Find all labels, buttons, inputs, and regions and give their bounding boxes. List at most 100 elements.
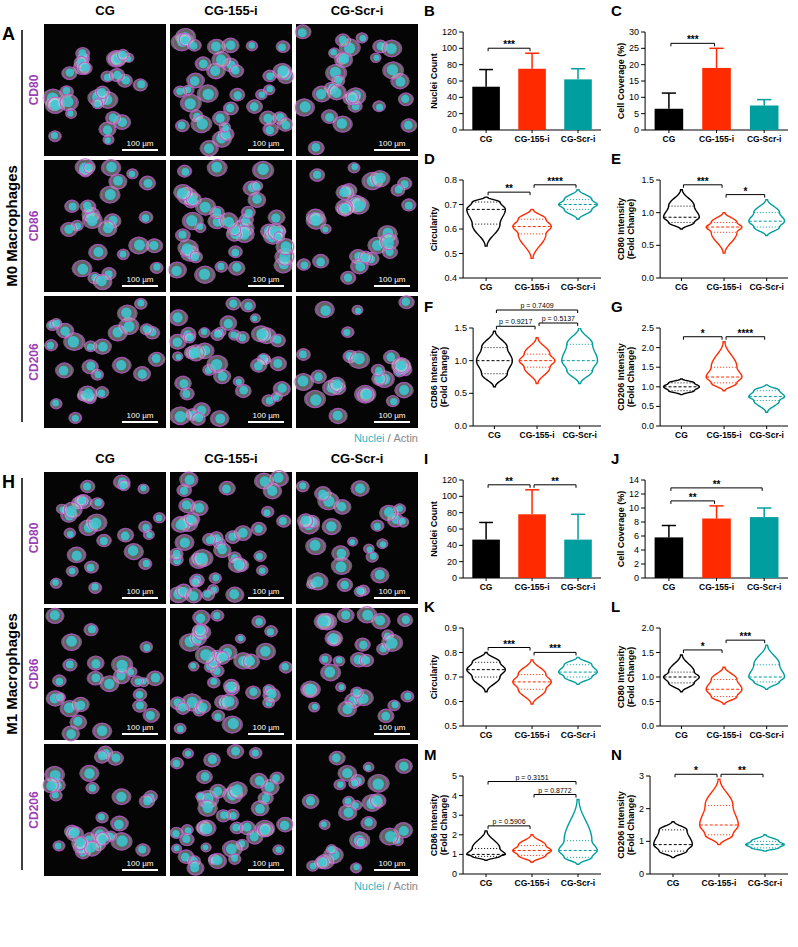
cell-actin xyxy=(314,613,335,630)
cell-marker xyxy=(84,212,100,228)
cell-marker xyxy=(154,513,164,523)
cell-actin xyxy=(130,676,144,687)
cell-marker xyxy=(203,589,214,600)
column-header: CG xyxy=(95,451,115,466)
violin-median xyxy=(467,209,506,210)
cell-marker xyxy=(184,333,194,343)
axis-title-line: CD80 Intensity xyxy=(616,198,626,261)
cell-actin xyxy=(174,723,187,734)
violin-quartile xyxy=(567,344,593,345)
cell-actin xyxy=(326,845,338,855)
cell-marker xyxy=(231,88,244,101)
cell-actin xyxy=(245,686,261,699)
y-tick-label: 0.4 xyxy=(445,273,458,283)
cell-marker xyxy=(190,251,201,262)
cell-actin xyxy=(213,369,231,384)
cell-marker xyxy=(169,262,185,278)
cell-marker xyxy=(244,654,259,669)
cell-marker xyxy=(71,715,85,729)
cell-actin xyxy=(273,232,286,242)
cell-marker xyxy=(364,762,373,771)
cell-marker xyxy=(217,810,229,822)
cell-marker xyxy=(212,610,223,621)
cell-marker xyxy=(229,330,239,340)
cell-actin xyxy=(321,518,341,535)
cell-marker xyxy=(227,587,242,602)
cell-nucleus xyxy=(252,315,258,321)
cell-actin xyxy=(175,702,190,714)
cell-nucleus xyxy=(120,483,127,490)
cell-actin xyxy=(85,782,99,794)
cell-actin xyxy=(139,176,156,190)
cell-nucleus xyxy=(112,753,121,762)
y-tick xyxy=(656,406,660,407)
y-tick-label: 120 xyxy=(442,27,457,37)
cell-nucleus xyxy=(93,247,103,257)
cell-nucleus xyxy=(66,729,76,739)
cell-nucleus xyxy=(260,826,269,835)
cell-actin xyxy=(54,692,66,702)
cell-nucleus xyxy=(333,379,342,388)
violin-quartile xyxy=(567,370,593,371)
cell-nucleus xyxy=(375,173,386,184)
cell-marker xyxy=(211,206,223,218)
cell-nucleus xyxy=(72,551,82,561)
scale-bar xyxy=(374,733,410,735)
cell-actin xyxy=(194,266,216,284)
cell-marker xyxy=(378,539,388,549)
cell-nucleus xyxy=(374,55,380,61)
x-tick-label: CG xyxy=(663,134,676,144)
cell-actin xyxy=(140,641,154,652)
cell-marker xyxy=(252,181,262,191)
cell-nucleus xyxy=(182,835,190,843)
cell-actin xyxy=(228,64,244,77)
cell-nucleus xyxy=(402,298,410,306)
cell-actin xyxy=(297,514,315,529)
cell-nucleus xyxy=(136,691,144,699)
cell-marker xyxy=(229,854,240,865)
scale-bar xyxy=(374,149,410,151)
x-tick xyxy=(579,426,580,429)
cell-actin xyxy=(354,638,371,652)
y-tick-label: 0 xyxy=(634,125,639,135)
cell-nucleus xyxy=(311,143,320,152)
cell-actin xyxy=(229,88,245,101)
cell-actin xyxy=(80,200,97,214)
cell-actin xyxy=(249,773,268,788)
cell-marker xyxy=(357,33,367,43)
y-tick xyxy=(641,97,645,98)
cell-actin xyxy=(186,344,206,361)
cell-marker xyxy=(182,94,199,111)
cell-nucleus xyxy=(222,485,231,494)
cell-marker xyxy=(247,41,257,51)
micrograph: 100 µm xyxy=(42,24,166,156)
cell-nucleus xyxy=(87,215,98,226)
cell-nucleus xyxy=(187,335,194,342)
cell-actin xyxy=(397,613,413,626)
cell-actin xyxy=(80,480,96,493)
cell-actin xyxy=(250,358,268,372)
cell-nucleus xyxy=(376,104,383,111)
cell-actin xyxy=(333,499,351,514)
micrograph-bg xyxy=(44,472,166,604)
cell-nucleus xyxy=(213,787,222,796)
cell-actin xyxy=(294,25,312,39)
cell-nucleus xyxy=(177,726,184,733)
cell-actin xyxy=(86,514,108,532)
cell-nucleus xyxy=(213,612,220,619)
scale-bar xyxy=(122,421,158,423)
violin-median xyxy=(706,227,742,228)
cell-nucleus xyxy=(399,385,409,395)
y-tick-label: 30 xyxy=(629,27,639,37)
column-header: CG xyxy=(95,3,115,18)
micrograph: 100 µm xyxy=(170,24,295,156)
cell-actin xyxy=(319,820,331,830)
y-tick xyxy=(459,48,463,49)
cell-marker xyxy=(144,530,154,540)
error-cap xyxy=(757,99,771,101)
cell-marker xyxy=(384,634,401,651)
cell-nucleus xyxy=(355,308,361,314)
cell-marker xyxy=(171,548,182,559)
cell-actin xyxy=(180,94,202,112)
cell-nucleus xyxy=(184,98,195,109)
